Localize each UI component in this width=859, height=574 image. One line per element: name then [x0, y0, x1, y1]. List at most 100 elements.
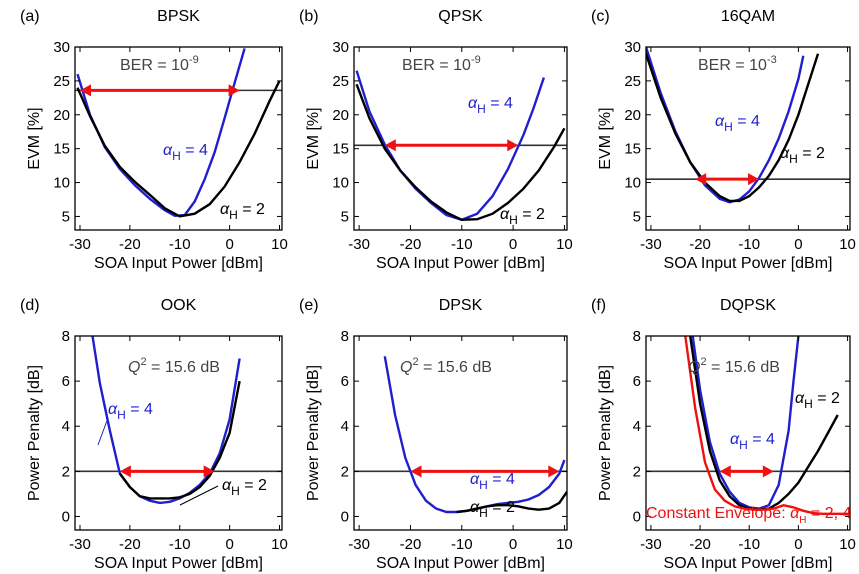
window-arrow-head-right: [762, 465, 774, 478]
series-label-value: = 2, 4: [806, 505, 851, 522]
x-axis-title: SOA Input Power [dBm]: [376, 255, 545, 272]
chart-panel-bpsk: (a) BPSK -30 -20 -10 0 10 5 10 15 20 25 30 SOA Input …: [20, 8, 288, 272]
series-alpha2-line: [456, 491, 567, 514]
x-axis-title: SOA Input Power [dBm]: [376, 555, 545, 572]
x-tick-label: -20: [689, 236, 711, 253]
series-label-subscript: H: [477, 102, 486, 116]
chart-panel-qpsk: (b) QPSK -30 -20 -10 0 10 5 10 15 20 25 30 SOA Input …: [299, 8, 573, 272]
series-label-subscript: H: [229, 208, 238, 222]
alpha-symbol: α: [470, 499, 480, 516]
axes-frame: [353, 46, 568, 231]
series-label-subscript: H: [509, 213, 518, 227]
threshold-label-suffix: = 15.6 dB: [707, 359, 780, 376]
threshold-label-base: Q: [688, 359, 700, 376]
series-label-value: = 2: [813, 390, 840, 407]
window-arrow-head-left: [119, 465, 131, 478]
y-tick-label: 0: [62, 508, 70, 525]
panel-title: DQPSK: [720, 297, 776, 314]
x-tick-label: -30: [69, 236, 91, 253]
series-alpha2-line: [646, 53, 820, 203]
threshold-label-exponent: 2: [700, 356, 706, 368]
x-tick-label: 0: [794, 536, 802, 553]
series-label-subscript: H: [789, 152, 798, 166]
alpha-symbol: α: [500, 206, 510, 223]
series-constant-line: [684, 336, 850, 515]
window-arrow-head-right: [748, 173, 760, 186]
alpha-symbol: α: [163, 142, 173, 159]
y-tick-label: 5: [633, 208, 641, 225]
panel-title: BPSK: [157, 8, 200, 25]
series-label-text: Constant Envelope:: [646, 505, 790, 522]
window-arrow-head-left: [410, 465, 422, 478]
y-tick-label: 10: [53, 175, 70, 192]
x-tick-label: -10: [738, 536, 760, 553]
x-tick-label: 0: [509, 536, 517, 553]
series-label-value: = 4: [733, 113, 760, 130]
y-tick-label: 2: [633, 463, 641, 480]
axes-frame: [74, 335, 283, 531]
x-tick-label: -20: [400, 536, 422, 553]
y-tick-label: 20: [624, 107, 641, 124]
y-axis-title: EVM [%]: [26, 107, 43, 169]
threshold-label-exponent: 2: [140, 356, 146, 368]
series-label-value: = 2: [518, 206, 545, 223]
y-tick-label: 6: [62, 373, 70, 390]
x-axis-title: SOA Input Power [dBm]: [94, 255, 263, 272]
series-label-value: = 2: [488, 499, 515, 516]
x-tick-label: -30: [640, 536, 662, 553]
threshold-label: BER = 10-3: [698, 54, 777, 74]
threshold-label-exponent: 2: [412, 356, 418, 368]
series-label-alpha4: αH = 4: [468, 95, 513, 116]
label-leader-line: [179, 485, 219, 506]
y-tick-label: 25: [624, 73, 641, 90]
series-label-value: = 4: [126, 401, 153, 418]
window-arrow-head-left: [384, 139, 396, 152]
series-label-subscript: H: [804, 397, 813, 411]
panel-title: OOK: [161, 297, 197, 314]
y-tick-label: 2: [62, 463, 70, 480]
series-label-subscript: H: [172, 149, 181, 163]
alpha-symbol: α: [108, 401, 118, 418]
x-tick-label: 0: [225, 536, 233, 553]
y-axis-title: Power Penalty [dB]: [26, 365, 43, 501]
series-label-value: = 4: [181, 142, 208, 159]
panel-title: DPSK: [439, 297, 483, 314]
x-tick-label: -30: [640, 236, 662, 253]
series-label-subscript: H: [739, 438, 748, 452]
series-label-alpha2: αH = 2: [795, 390, 840, 411]
y-tick-label: 5: [341, 208, 349, 225]
panel-title: 16QAM: [721, 8, 775, 25]
x-axis-title: SOA Input Power [dBm]: [664, 255, 833, 272]
window-arrow-head-left: [719, 465, 731, 478]
x-tick-label: -20: [119, 236, 141, 253]
y-tick-label: 25: [332, 73, 349, 90]
series-label-alpha4: αH = 4: [470, 471, 515, 492]
threshold-label: Q2 = 15.6 dB: [688, 356, 780, 376]
alpha-symbol: α: [470, 471, 480, 488]
x-tick-label: -20: [689, 536, 711, 553]
series-alpha4-line: [91, 336, 241, 505]
threshold-label-exponent: -9: [471, 54, 481, 66]
series-label-subscript: H: [231, 484, 240, 498]
series-label-value: = 4: [748, 431, 775, 448]
x-tick-label: -30: [348, 536, 370, 553]
threshold-label-base: BER = 10: [120, 57, 189, 74]
series-label-alpha2: αH = 2: [470, 499, 515, 520]
y-tick-label: 20: [53, 107, 70, 124]
y-tick-label: 6: [341, 373, 349, 390]
panel-letter: (d): [20, 297, 40, 314]
y-tick-label: 8: [341, 328, 349, 345]
series-label-alpha2: αH = 2: [220, 201, 265, 222]
series-label-value: = 2: [238, 201, 265, 218]
series-alpha2-line: [76, 80, 281, 218]
threshold-label-base: Q: [128, 359, 140, 376]
x-tick-label: -30: [69, 536, 91, 553]
label-leader-line-alpha4: [97, 417, 109, 446]
series-label-value: = 4: [488, 471, 515, 488]
x-tick-label: -10: [169, 536, 191, 553]
x-tick-label: -10: [738, 236, 760, 253]
x-tick-label: -10: [451, 236, 473, 253]
y-tick-label: 4: [633, 418, 641, 435]
chart-panel-16qam: (c) 16QAM -30 -20 -10 0 10 5 10 15 20 25 30 SOA Input…: [591, 8, 856, 272]
panel-title: QPSK: [438, 8, 483, 25]
